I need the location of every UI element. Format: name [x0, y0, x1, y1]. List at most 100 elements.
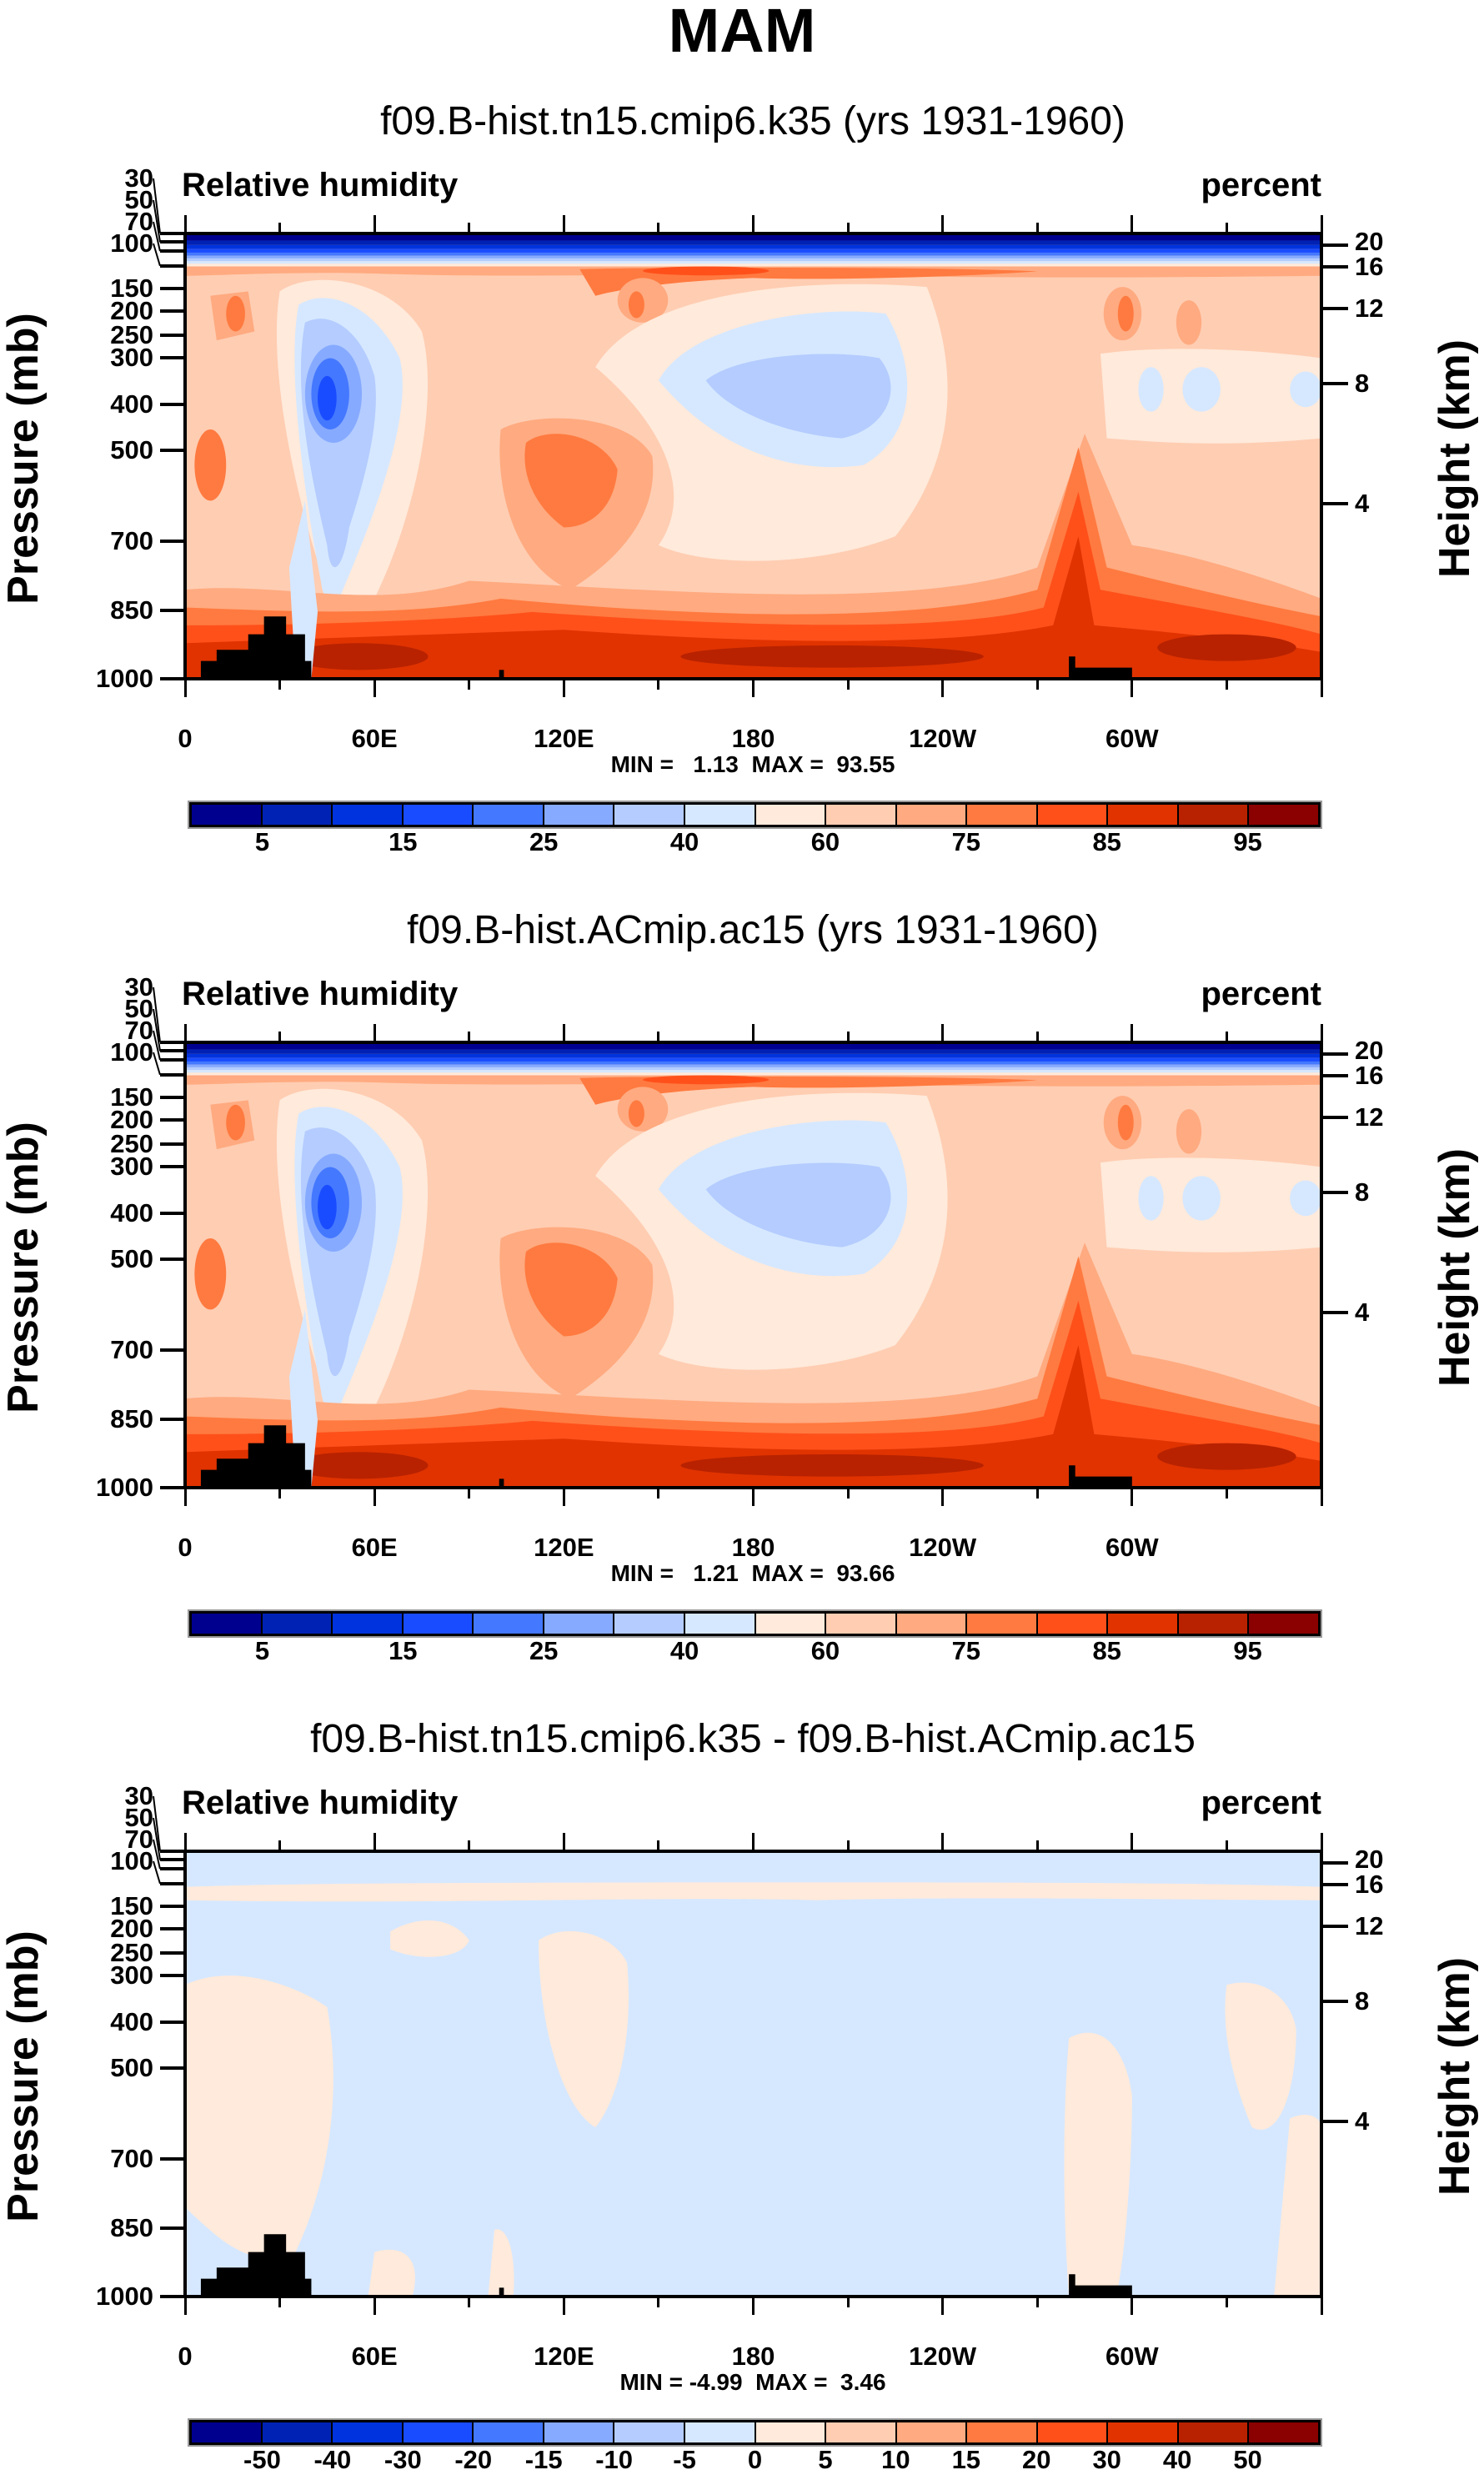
- colorbar-label: 0: [747, 2445, 763, 2474]
- y-tick-label: 70: [124, 1016, 153, 1045]
- y-tick-left: [160, 1348, 185, 1352]
- x-tick-bottom: [941, 2297, 945, 2315]
- x-tick-top: [373, 1833, 376, 1851]
- min-max-gap: [739, 1560, 752, 1586]
- x-tick-top: [1225, 223, 1228, 233]
- colorbar-box: [684, 1614, 756, 1634]
- y-tick-left: [160, 2021, 185, 2025]
- x-tick-label: 60E: [351, 724, 398, 753]
- colorbar-box: [1108, 1614, 1179, 1634]
- height-tick-label: 12: [1355, 1102, 1384, 1132]
- y-tick-label: 30: [124, 163, 153, 193]
- max-label: MAX = 93.55: [751, 751, 895, 777]
- x-tick-bottom: [752, 1488, 755, 1506]
- y-tick-label: 200: [110, 1105, 153, 1135]
- y-right-tick: [1321, 2119, 1348, 2123]
- y-right-axis-title: Height (km): [1431, 1148, 1479, 1387]
- y-tick-label: 250: [110, 1128, 153, 1158]
- y-tick-label: 300: [110, 342, 153, 372]
- plot-area: 0 60E 120E 180 120W 60W 30 50 70 100 150 200 250 300 4…: [96, 165, 1383, 751]
- x-tick-bottom: [183, 1488, 187, 1506]
- y-tick-left: [160, 240, 185, 244]
- min-max-readout: MIN = -4.99 MAX = 3.46: [0, 2370, 1484, 2395]
- colorbar-box: [474, 1614, 544, 1634]
- units-label: percent: [1201, 976, 1322, 1012]
- x-tick-label: 60W: [1105, 724, 1159, 753]
- y-tick-label: 50: [124, 994, 153, 1023]
- colorbar-box: [403, 2422, 474, 2442]
- y-right-tick: [1321, 243, 1348, 247]
- figure-title: MAM: [668, 0, 816, 65]
- x-tick-bottom: [278, 1488, 282, 1499]
- colorbar-box: [333, 2422, 404, 2442]
- x-tick-label: 120E: [534, 1533, 594, 1562]
- y-tick-label: 1000: [96, 2282, 153, 2311]
- colorbar-box: [1037, 2422, 1109, 2442]
- y-tick-label: 1000: [96, 664, 153, 693]
- x-tick-top: [1225, 1032, 1228, 1042]
- colorbar-label: 60: [810, 827, 840, 856]
- colorbar-box: [333, 1614, 404, 1634]
- colorbar-box: [544, 2422, 615, 2442]
- y-right-tick: [1321, 1052, 1348, 1056]
- y-tick-left: [160, 232, 185, 235]
- topography-mask: [200, 2234, 1132, 2297]
- x-tick-bottom: [468, 1488, 471, 1499]
- y-right-tick: [1321, 381, 1348, 385]
- colorbar-label: -15: [524, 2445, 563, 2474]
- x-tick-top: [183, 1833, 187, 1851]
- plot-area: 0 60E 120E 180 120W 60W 30 50 70 100 150 200 250 300 4…: [96, 1783, 1383, 2369]
- y-right-tick: [1321, 1883, 1348, 1887]
- y-tick-left: [160, 403, 185, 407]
- x-tick-top: [468, 1840, 471, 1851]
- y-tick-left: [160, 287, 185, 291]
- colorbar-box: [1037, 1614, 1109, 1634]
- y-right-axis-title: Height (km): [1431, 1957, 1479, 2196]
- x-tick-label: 180: [731, 2342, 775, 2371]
- colorbar-label: 85: [1092, 827, 1121, 856]
- y-right-tick: [1321, 1310, 1348, 1314]
- y-tick-left: [160, 1881, 185, 1885]
- y-tick-left: [160, 1072, 185, 1077]
- height-tick-label: 4: [1355, 2106, 1370, 2136]
- x-tick-bottom: [468, 2297, 471, 2307]
- x-tick-bottom: [1131, 1488, 1134, 1506]
- x-tick-bottom: [846, 2297, 850, 2307]
- y-right-tick: [1321, 1860, 1348, 1865]
- x-tick-top: [657, 223, 660, 233]
- x-tick-label: 60W: [1105, 2342, 1159, 2371]
- units-label: percent: [1201, 1785, 1322, 1821]
- y-tick-label: 150: [110, 1891, 153, 1921]
- x-tick-bottom: [278, 679, 282, 690]
- colorbar-label: 85: [1092, 1636, 1121, 1665]
- colorbar-box: [614, 805, 685, 825]
- x-tick-top: [1320, 1833, 1323, 1851]
- y-tick-label: 300: [110, 1960, 153, 1990]
- colorbar-box: [1108, 805, 1179, 825]
- max-label: MAX = 93.66: [751, 1560, 895, 1586]
- y-tick-left: [160, 1212, 185, 1216]
- y-axis-title: Pressure (mb): [0, 1930, 48, 2222]
- x-tick-top: [1131, 1833, 1134, 1851]
- x-tick-label: 180: [731, 724, 775, 753]
- contour-field: [185, 1042, 1321, 1488]
- x-tick-label: 60E: [351, 1533, 398, 1562]
- colorbar-label: 75: [951, 827, 981, 856]
- y-tick-label: 850: [110, 595, 153, 625]
- y-tick-label: 30: [124, 972, 153, 1002]
- colorbar-label: 75: [951, 1636, 981, 1665]
- colorbar-label: -10: [595, 2445, 634, 2474]
- x-tick-label: 120W: [909, 724, 977, 753]
- colorbar-label: 5: [254, 1636, 270, 1665]
- colorbar-box: [333, 805, 404, 825]
- x-tick-bottom: [278, 2297, 282, 2307]
- colorbar-box: [755, 2422, 827, 2442]
- x-tick-bottom: [1131, 679, 1134, 697]
- y-right-tick: [1321, 265, 1348, 269]
- height-tick-label: 16: [1355, 1870, 1384, 1899]
- colorbar-box: [755, 805, 827, 825]
- x-tick-top: [752, 1833, 755, 1851]
- x-tick-top: [1035, 1840, 1039, 1851]
- colorbar-box: [1178, 2422, 1250, 2442]
- plot-panel: f09.B-hist.tn15.cmip6.k35 - f09.B-hist.A…: [0, 1618, 1484, 2473]
